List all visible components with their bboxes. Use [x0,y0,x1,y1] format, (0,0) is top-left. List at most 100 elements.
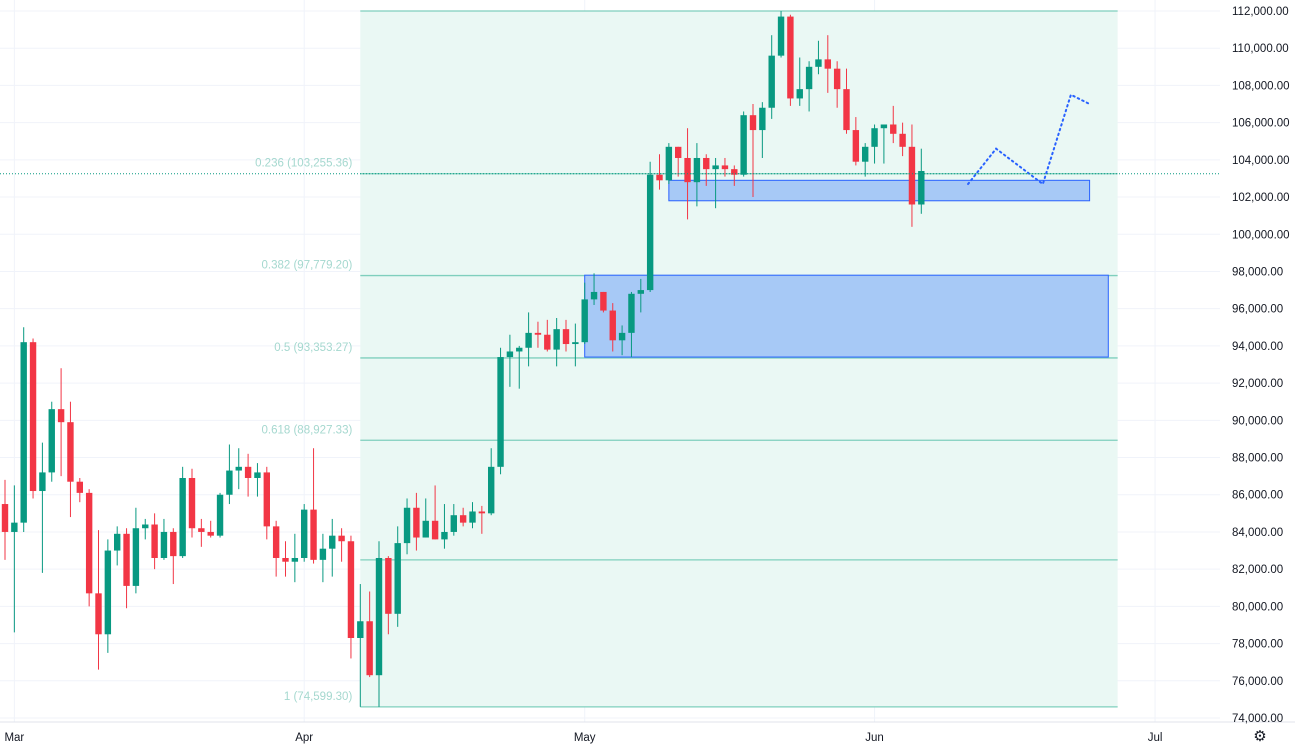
candle-body [338,535,345,542]
projection-line[interactable] [967,93,1091,186]
fib-area [360,11,1118,707]
candle-body [862,146,869,162]
candle-body [282,557,289,562]
fib-level-label: 0.618 (88,927.33) [262,424,353,436]
zones[interactable] [584,179,1109,358]
candle-body [777,16,785,56]
candle-body [272,526,280,558]
candle-body [114,533,121,551]
candle-body [132,528,140,586]
candle-body [805,66,813,90]
y-tick-label: 88,000.00 [1232,453,1283,465]
candle-body [207,531,214,536]
candle-body [506,351,514,358]
candle-body [48,409,55,473]
candle-body [609,310,616,341]
candle-body [179,477,186,557]
candle-body [787,16,794,99]
y-tick-label: 86,000.00 [1232,490,1283,502]
y-tick-label: 110,000.00 [1232,43,1289,55]
candle-body [151,524,158,558]
candle-body [57,409,65,423]
x-tick-label: May [574,732,596,744]
fib-level-label: 0.5 (93,353.27) [274,342,352,354]
candle-body [908,146,916,205]
candle-body [11,522,18,532]
candle-body [880,124,888,129]
candles [1,11,925,707]
candle-body [562,329,570,345]
zone-rect[interactable] [584,274,1109,358]
candle-body [347,541,355,638]
candle-body [918,171,925,205]
candle-body [497,357,504,467]
gear-icon[interactable]: ⚙ [1253,728,1267,745]
candle-body [254,472,261,478]
candle-body [478,511,486,514]
candle-body [198,528,205,532]
fibonacci-retracement[interactable]: 0.236 (103,255.36) 0.382 (97,779.20) 0.5 (… [255,10,1118,708]
candle-body [357,621,364,638]
candle-body [656,174,663,181]
x-tick-label: Jun [865,732,884,744]
fib-level-label: 0.236 (103,255.36) [255,158,352,170]
candle-body [572,342,579,345]
candle-body [67,422,74,482]
candle-body [796,89,803,99]
candle-body [226,470,233,495]
x-axis[interactable]: Mar Apr May Jun Jul [4,732,1162,744]
candle-body [76,481,83,493]
candle-body [459,515,467,523]
candle-body [843,89,850,131]
candle-body [291,557,299,562]
candle-body [712,165,719,170]
y-tick-label: 108,000.00 [1232,80,1290,92]
candle-body [469,511,476,523]
candle-body [684,157,691,183]
y-tick-label: 74,000.00 [1232,713,1283,725]
y-tick-label: 82,000.00 [1232,564,1283,576]
candle-body [815,59,822,67]
candle-body [263,472,270,527]
y-axis[interactable]: 112,000.00 110,000.00 108,000.00 106,000.00… [1232,6,1290,725]
candle-body [170,531,177,557]
candle-body [375,557,383,676]
projection-path[interactable] [967,93,1091,186]
y-tick-label: 106,000.00 [1232,118,1290,130]
candle-body [890,124,897,134]
candle-body [39,472,46,492]
candle-body [581,299,588,343]
candle-body [731,169,738,175]
candle-body [123,533,130,586]
candle-body [693,157,701,183]
y-tick-label: 100,000.00 [1232,229,1290,241]
candle-body [600,291,607,311]
y-tick-label: 84,000.00 [1232,527,1283,539]
zone-rect[interactable] [668,179,1091,202]
candle-body [319,548,327,560]
candle-body [450,515,457,532]
candle-body [488,466,495,514]
candle-body [759,107,766,131]
candle-body [637,290,644,294]
candle-body [20,342,27,523]
candle-body [824,59,831,69]
x-tick-label: Jul [1148,732,1163,744]
candle-body [85,492,93,594]
candle-body [703,157,710,170]
y-tick-label: 80,000.00 [1232,601,1283,613]
candle-body [329,535,336,549]
candle-body [628,293,635,333]
candle-body [431,520,439,540]
candle-body [721,165,729,170]
candle-body [385,557,392,614]
candle-body [525,332,532,348]
x-tick-label: Apr [295,732,313,744]
candle-body [413,507,420,538]
candle-body [675,146,682,158]
candle-body [590,291,598,300]
y-tick-label: 104,000.00 [1232,155,1290,167]
candle-body [1,504,9,532]
y-tick-label: 112,000.00 [1232,6,1289,18]
